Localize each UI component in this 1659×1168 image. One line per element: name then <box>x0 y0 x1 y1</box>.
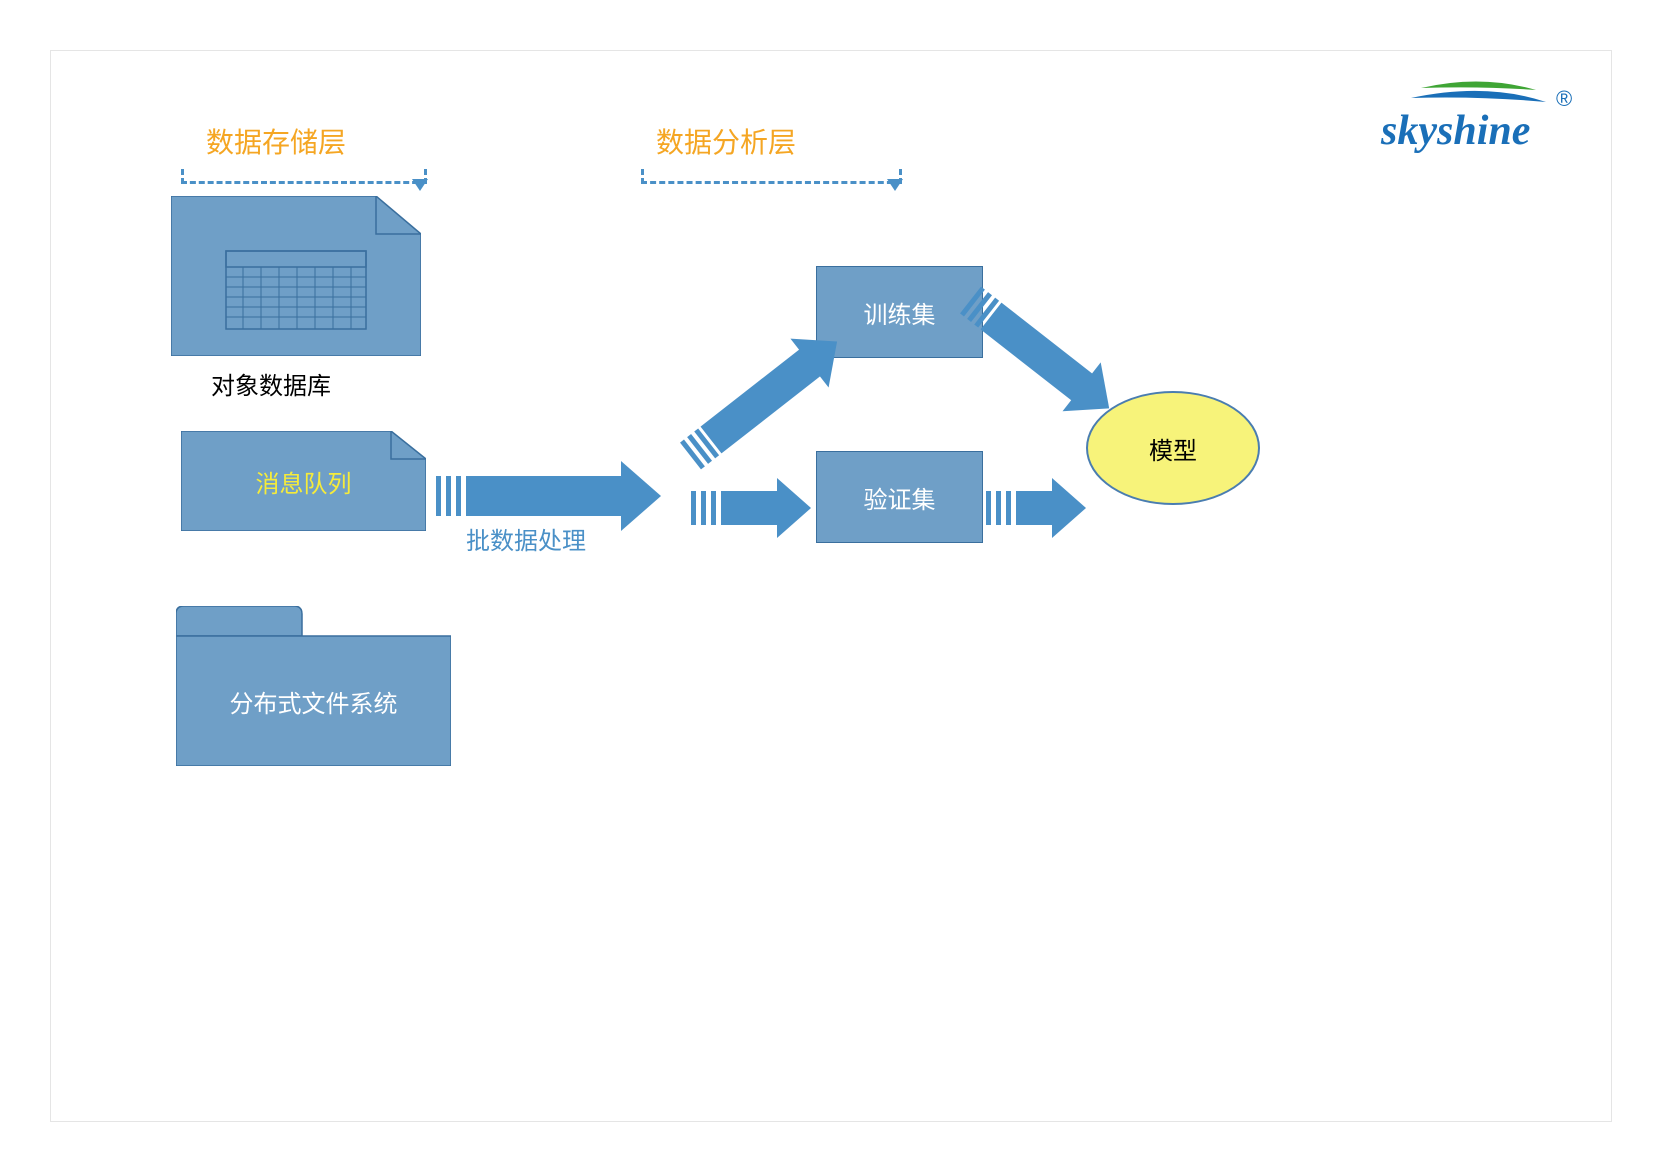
label-training-set: 训练集 <box>864 295 936 330</box>
logo-swoosh-green-icon <box>1421 81 1536 90</box>
bracket-analysis-icon <box>641 169 902 184</box>
label-object-database: 对象数据库 <box>211 366 331 401</box>
arrow-to-validation-set <box>691 478 811 538</box>
logo-trademark-icon: ® <box>1556 86 1572 111</box>
label-batch-processing: 批数据处理 <box>466 521 586 556</box>
arrow-training-to-model <box>981 303 1096 404</box>
logo-text: skyshine <box>1380 108 1530 154</box>
bracket-storage-icon <box>181 169 427 184</box>
bracket-storage-tip-icon <box>412 179 428 191</box>
arrow-to-training-set <box>701 347 824 454</box>
label-message-queue: 消息队列 <box>181 431 426 531</box>
arrow-validation-to-model <box>986 478 1086 538</box>
label-model: 模型 <box>1149 431 1197 466</box>
logo-skyshine: skyshine ® <box>1361 76 1581 166</box>
diagram-canvas: skyshine ® 数据存储层 数据分析层 <box>50 50 1612 1122</box>
label-validation-set: 验证集 <box>864 480 936 515</box>
header-storage-layer: 数据存储层 <box>206 121 346 161</box>
bracket-analysis-tip-icon <box>887 179 903 191</box>
label-distributed-filesystem: 分布式文件系统 <box>176 636 451 766</box>
header-analysis-layer: 数据分析层 <box>656 121 796 161</box>
node-validation-set: 验证集 <box>816 451 983 543</box>
node-distributed-filesystem: 分布式文件系统 <box>176 606 451 766</box>
logo-swoosh-blue-icon <box>1411 91 1546 102</box>
node-training-set: 训练集 <box>816 266 983 358</box>
node-model: 模型 <box>1086 391 1260 505</box>
node-message-queue: 消息队列 <box>181 431 426 531</box>
node-object-database <box>171 196 421 356</box>
